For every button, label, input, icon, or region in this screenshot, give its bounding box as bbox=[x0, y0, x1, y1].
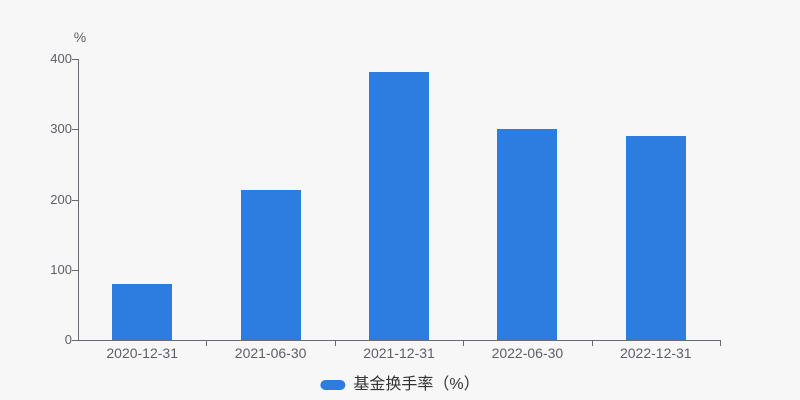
x-axis-label: 2021-06-30 bbox=[234, 345, 307, 361]
y-axis-line bbox=[78, 59, 79, 341]
y-axis-tick bbox=[72, 129, 78, 131]
bar[interactable] bbox=[369, 72, 429, 340]
bar[interactable] bbox=[112, 283, 173, 340]
legend[interactable]: 基金换手率（%） bbox=[320, 376, 480, 394]
legend-label: 基金换手率（%） bbox=[353, 376, 480, 393]
bar[interactable] bbox=[625, 135, 686, 340]
x-axis-label: 2021-12-31 bbox=[363, 345, 435, 361]
y-axis-tick-label: 400 bbox=[50, 51, 72, 66]
bar[interactable] bbox=[240, 190, 301, 340]
y-axis-unit-label: % bbox=[73, 29, 87, 45]
x-axis-label: 2022-06-30 bbox=[491, 345, 564, 361]
y-axis-tick bbox=[72, 340, 78, 341]
y-axis-tick-label: 300 bbox=[50, 121, 72, 137]
y-axis-tick-label: 0 bbox=[64, 332, 72, 347]
x-axis-label: 2022-12-31 bbox=[619, 345, 692, 361]
y-axis-tick bbox=[72, 199, 78, 201]
x-axis-tick bbox=[463, 341, 465, 346]
x-axis-tick bbox=[720, 341, 721, 346]
y-axis-tick-label: 200 bbox=[50, 191, 72, 207]
bar[interactable] bbox=[497, 129, 558, 340]
legend-marker-icon bbox=[320, 380, 346, 390]
x-axis-label: 2020-12-31 bbox=[106, 345, 178, 361]
y-axis-tick bbox=[72, 59, 78, 60]
y-axis-tick bbox=[72, 269, 78, 271]
x-axis-tick bbox=[591, 341, 593, 346]
y-axis-tick-label: 100 bbox=[50, 261, 72, 277]
x-axis-tick bbox=[334, 341, 336, 346]
x-axis-tick bbox=[206, 341, 208, 346]
x-axis-line bbox=[78, 340, 721, 341]
